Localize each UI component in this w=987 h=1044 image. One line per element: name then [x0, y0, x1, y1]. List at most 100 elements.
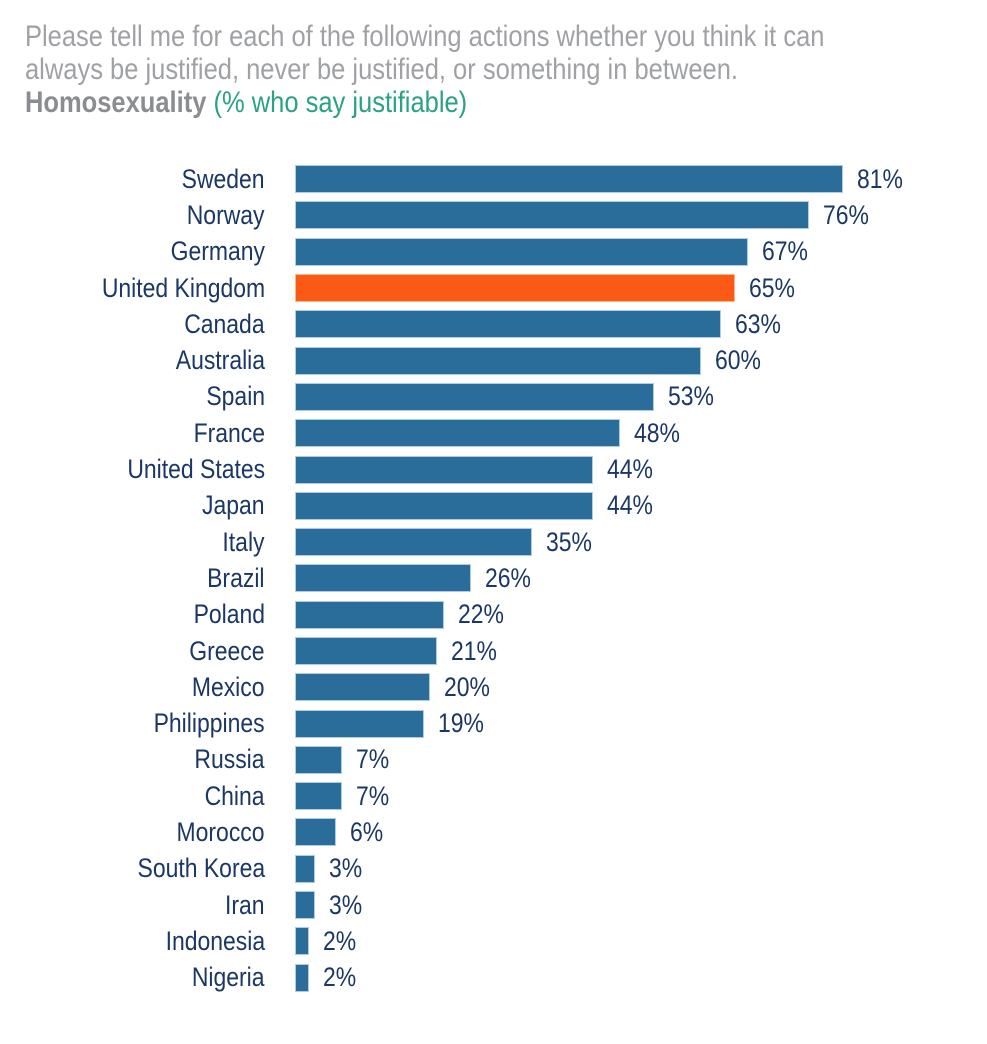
country-label: Norway: [187, 199, 265, 230]
country-label: Iran: [225, 889, 265, 920]
bar-italy: [295, 528, 532, 557]
bar-greece: [295, 637, 438, 665]
value-label-cell: 7%: [356, 744, 395, 775]
country-label: Brazil: [207, 562, 265, 593]
value-label: 63%: [735, 308, 782, 339]
value-label: 81%: [857, 163, 903, 194]
country-label: Japan: [202, 490, 265, 521]
bar-poland: [295, 600, 444, 629]
question-line-1: Please tell me for each of the following…: [25, 20, 987, 53]
value-label: 76%: [823, 199, 870, 230]
bar-spain: [295, 382, 654, 411]
value-label-cell: 22%: [458, 599, 512, 630]
chart-row-iran: Iran 3%: [0, 887, 987, 923]
title-line: Homosexuality (% who say justifiable): [25, 86, 987, 119]
value-label-cell: 20%: [444, 672, 498, 703]
bar-japan: [295, 491, 593, 520]
value-label: 67%: [762, 236, 809, 267]
chart-row-united-states: United States 44%: [0, 451, 987, 487]
value-label-cell: 63%: [735, 309, 789, 340]
question-line-1-text: Please tell me for each of the following…: [25, 20, 825, 53]
country-label-cell: Indonesia: [0, 926, 265, 957]
country-label: Australia: [175, 345, 265, 376]
value-label-cell: 53%: [668, 381, 722, 412]
chart-row-italy: Italy 35%: [0, 524, 987, 560]
country-label-cell: Sweden: [0, 164, 265, 195]
chart-row-brazil: Brazil 26%: [0, 560, 987, 596]
country-label-cell: Mexico: [0, 672, 265, 703]
value-label: 19%: [437, 708, 484, 739]
bar-russia: [295, 745, 343, 774]
value-label: 21%: [451, 635, 498, 666]
country-label-cell: Greece: [0, 636, 265, 667]
country-label-cell: Canada: [0, 309, 265, 340]
country-label: Greece: [189, 635, 265, 666]
bar-norway: [295, 201, 810, 230]
value-label: 48%: [633, 417, 680, 448]
value-label-cell: 81%: [857, 164, 911, 195]
bar-morocco: [295, 818, 336, 847]
bar-france: [295, 419, 620, 448]
country-label-cell: France: [0, 418, 265, 449]
chart-row-south-korea: South Korea 3%: [0, 851, 987, 887]
chart-row-poland: Poland 22%: [0, 597, 987, 633]
chart-row-australia: Australia 60%: [0, 342, 987, 378]
chart-topic: Homosexuality: [25, 86, 207, 119]
value-label-cell: 3%: [329, 853, 368, 884]
chart-subtitle: (% who say justifiable): [213, 86, 468, 119]
chart-row-mexico: Mexico 20%: [0, 669, 987, 705]
country-label-cell: Russia: [0, 744, 265, 775]
value-label: 53%: [667, 381, 714, 412]
chart-row-philippines: Philippines 19%: [0, 705, 987, 741]
country-label-cell: Philippines: [0, 708, 265, 739]
country-label: Sweden: [182, 163, 265, 194]
country-label-cell: Norway: [0, 200, 265, 231]
value-label: 20%: [444, 671, 491, 702]
value-label-cell: 3%: [329, 890, 368, 921]
bar-united-states: [295, 455, 593, 484]
country-label: Germany: [170, 236, 265, 267]
value-label: 6%: [349, 816, 383, 847]
bar-mexico: [295, 673, 431, 702]
country-label: China: [205, 780, 265, 811]
bar-iran: [295, 891, 316, 920]
country-label-cell: Morocco: [0, 817, 265, 848]
country-label-cell: Nigeria: [0, 962, 265, 993]
chart-page: Please tell me for each of the following…: [0, 20, 987, 996]
value-label: 2%: [322, 925, 356, 956]
value-label: 7%: [356, 780, 390, 811]
country-label-cell: China: [0, 781, 265, 812]
chart-row-france: France 48%: [0, 415, 987, 451]
value-label-cell: 76%: [823, 200, 877, 231]
highlighted-bar-united-kingdom: [295, 274, 735, 303]
country-label: Canada: [184, 308, 265, 339]
chart-row-indonesia: Indonesia 2%: [0, 923, 987, 959]
bar-south-korea: [295, 854, 316, 883]
bar-sweden: [295, 165, 843, 194]
question-line-2: always be justified, never be justified,…: [25, 53, 987, 86]
country-label: Nigeria: [192, 962, 265, 993]
country-label-cell: South Korea: [0, 853, 265, 884]
country-label-cell: Germany: [0, 236, 265, 267]
country-label-cell: United Kingdom: [0, 273, 265, 304]
value-label: 7%: [356, 744, 390, 775]
chart-header: Please tell me for each of the following…: [25, 20, 987, 119]
value-label: 60%: [714, 345, 761, 376]
bar-nigeria: [295, 963, 309, 992]
chart-row-germany: Germany 67%: [0, 234, 987, 270]
country-label: France: [193, 417, 265, 448]
country-label: United States: [127, 454, 265, 485]
chart-row-canada: Canada 63%: [0, 306, 987, 342]
chart-row-japan: Japan 44%: [0, 488, 987, 524]
country-label-cell: Italy: [0, 527, 265, 558]
value-label: 3%: [329, 853, 363, 884]
value-label: 44%: [606, 490, 653, 521]
value-label-cell: 7%: [356, 781, 395, 812]
value-label-cell: 19%: [438, 708, 492, 739]
chart-row-china: China 7%: [0, 778, 987, 814]
chart-row-norway: Norway 76%: [0, 197, 987, 233]
value-label-cell: 67%: [762, 236, 816, 267]
chart-row-russia: Russia 7%: [0, 742, 987, 778]
bar-indonesia: [295, 927, 309, 956]
bar-brazil: [295, 564, 471, 593]
